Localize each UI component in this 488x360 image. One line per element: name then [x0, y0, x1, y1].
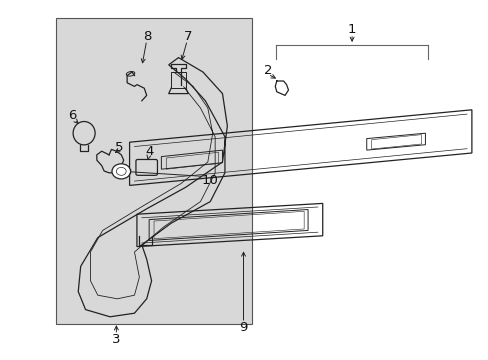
- Bar: [171, 72, 185, 88]
- Text: 8: 8: [143, 30, 152, 42]
- Text: 1: 1: [347, 23, 356, 36]
- Text: 7: 7: [183, 30, 192, 42]
- Text: 4: 4: [144, 145, 153, 158]
- Text: 2: 2: [263, 64, 272, 77]
- Bar: [56, 18, 251, 324]
- Text: 6: 6: [67, 109, 76, 122]
- Ellipse shape: [112, 164, 130, 179]
- Polygon shape: [275, 81, 288, 95]
- Text: 9: 9: [239, 321, 247, 334]
- Text: 3: 3: [112, 333, 121, 346]
- Text: 10: 10: [202, 174, 218, 186]
- Text: 5: 5: [115, 141, 123, 154]
